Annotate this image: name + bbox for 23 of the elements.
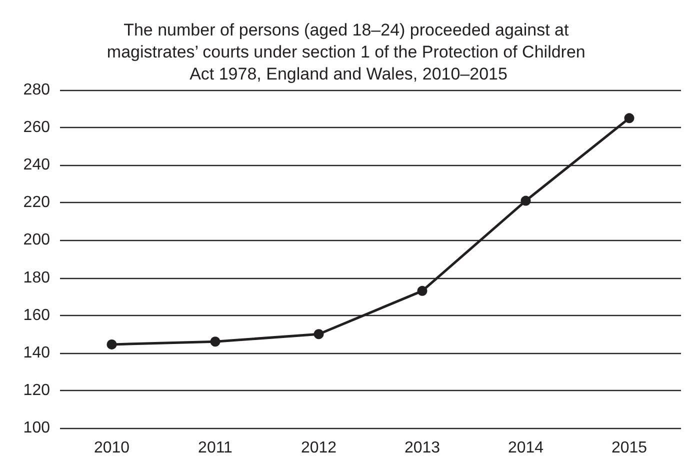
y-tick-label: 180 [23, 269, 50, 286]
point [520, 196, 531, 206]
y-tick-label: 240 [23, 156, 50, 174]
point [210, 336, 220, 347]
x-tick-label: 2011 [198, 440, 233, 456]
point [314, 329, 324, 340]
y-tick-label: 120 [23, 382, 50, 399]
y-tick-label: 100 [23, 420, 50, 436]
x-tick-label: 2012 [300, 440, 337, 456]
y-tick-label: 260 [23, 119, 50, 136]
chart-title: The number of persons (aged 18–24) proceeded against at magistrates’ courts under section 1 of the Protection of Children Act 1978, England and Wales, 2010–2015 [106, 20, 590, 84]
y-tick-label: 280 [23, 82, 50, 98]
y-tick-label: 220 [23, 194, 50, 212]
x-tick-label: 2014 [508, 440, 544, 456]
y-tick-label: 160 [23, 306, 50, 324]
y-tick-label: 140 [23, 344, 50, 362]
point [106, 339, 117, 350]
x-tick-label: 2013 [404, 440, 440, 456]
point [624, 113, 634, 124]
y-tick-label: 200 [23, 232, 50, 249]
x-tick-label: 2010 [94, 440, 130, 456]
point [417, 286, 428, 296]
x-tick-label: 2015 [611, 440, 648, 456]
